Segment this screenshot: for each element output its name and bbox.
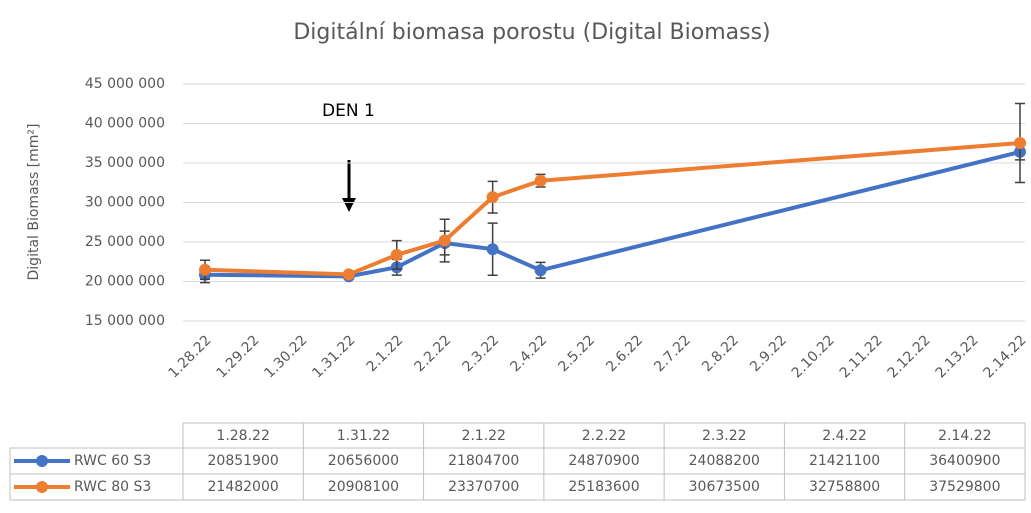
table-header: 2.2.22 bbox=[582, 428, 627, 444]
table-cell: 24870900 bbox=[568, 453, 639, 469]
annotation: DEN 1 bbox=[322, 101, 375, 121]
y-tick-label: 35 000 000 bbox=[85, 155, 165, 171]
table-cell: 20908100 bbox=[328, 479, 399, 495]
point bbox=[486, 243, 499, 256]
table-cell: 25183600 bbox=[568, 479, 639, 495]
y-tick-label: 20 000 000 bbox=[85, 274, 165, 290]
x-tick-label: 2.2.22 bbox=[412, 332, 455, 375]
x-tick-label: 1.28.22 bbox=[166, 332, 215, 381]
table-header: 2.3.22 bbox=[702, 428, 747, 444]
x-tick-label: 2.8.22 bbox=[699, 332, 742, 375]
point bbox=[534, 264, 547, 277]
table-cell: 20656000 bbox=[328, 453, 399, 469]
arrow-head bbox=[342, 198, 356, 212]
x-tick-label: 2.14.22 bbox=[981, 332, 1030, 381]
x-tick-label: 2.6.22 bbox=[603, 332, 646, 375]
table-header: 1.28.22 bbox=[216, 428, 269, 444]
table-cell: 23370700 bbox=[448, 479, 519, 495]
y-tick-label: 40 000 000 bbox=[85, 116, 165, 132]
y-tick-label: 15 000 000 bbox=[85, 313, 165, 329]
table-cell: 21804700 bbox=[448, 453, 519, 469]
point bbox=[390, 248, 403, 261]
legend-marker bbox=[36, 481, 48, 493]
x-tick-label: 2.5.22 bbox=[555, 332, 598, 375]
y-tick-label: 30 000 000 bbox=[85, 195, 165, 211]
legend-label: RWC 60 S3 bbox=[74, 453, 151, 469]
x-tick-label: 2.12.22 bbox=[885, 332, 934, 381]
table-cell: 37529800 bbox=[929, 479, 1000, 495]
x-tick-label: 2.3.22 bbox=[460, 332, 503, 375]
table-cell: 36400900 bbox=[929, 453, 1000, 469]
legend-marker bbox=[36, 455, 48, 467]
y-tick-label: 45 000 000 bbox=[85, 76, 165, 92]
table-cell: 32758800 bbox=[809, 479, 880, 495]
x-tick-label: 2.11.22 bbox=[837, 332, 886, 381]
x-tick-label: 2.9.22 bbox=[747, 332, 790, 375]
point bbox=[342, 268, 355, 281]
point bbox=[1014, 137, 1026, 150]
table-header: 2.14.22 bbox=[938, 428, 991, 444]
x-tick-label: 2.7.22 bbox=[651, 332, 694, 375]
x-tick-label: 2.13.22 bbox=[933, 332, 982, 381]
y-axis-label: Digital Biomass [mm²] bbox=[26, 124, 42, 281]
legend-label: RWC 80 S3 bbox=[74, 479, 151, 495]
point bbox=[486, 191, 499, 204]
x-tick-label: 1.29.22 bbox=[213, 332, 262, 381]
x-tick-label: 2.10.22 bbox=[789, 332, 838, 381]
point bbox=[438, 234, 451, 247]
table-cell: 20851900 bbox=[208, 453, 279, 469]
y-tick-label: 25 000 000 bbox=[85, 234, 165, 250]
x-tick-label: 1.31.22 bbox=[309, 332, 358, 381]
chart-title: Digitální biomasa porostu (Digital Bioma… bbox=[293, 20, 770, 45]
x-tick-label: 1.30.22 bbox=[261, 332, 310, 381]
series-line bbox=[204, 149, 1021, 279]
table-cell: 21421100 bbox=[809, 453, 880, 469]
point bbox=[534, 174, 547, 187]
table-header: 2.1.22 bbox=[461, 428, 506, 444]
table-header: 1.31.22 bbox=[337, 428, 390, 444]
table-cell: 30673500 bbox=[689, 479, 760, 495]
table-cell: 21482000 bbox=[208, 479, 279, 495]
x-tick-label: 2.1.22 bbox=[364, 332, 407, 375]
table-cell: 24088200 bbox=[689, 453, 760, 469]
table-header: 2.4.22 bbox=[822, 428, 867, 444]
point bbox=[199, 263, 211, 276]
x-tick-label: 2.4.22 bbox=[507, 332, 550, 375]
